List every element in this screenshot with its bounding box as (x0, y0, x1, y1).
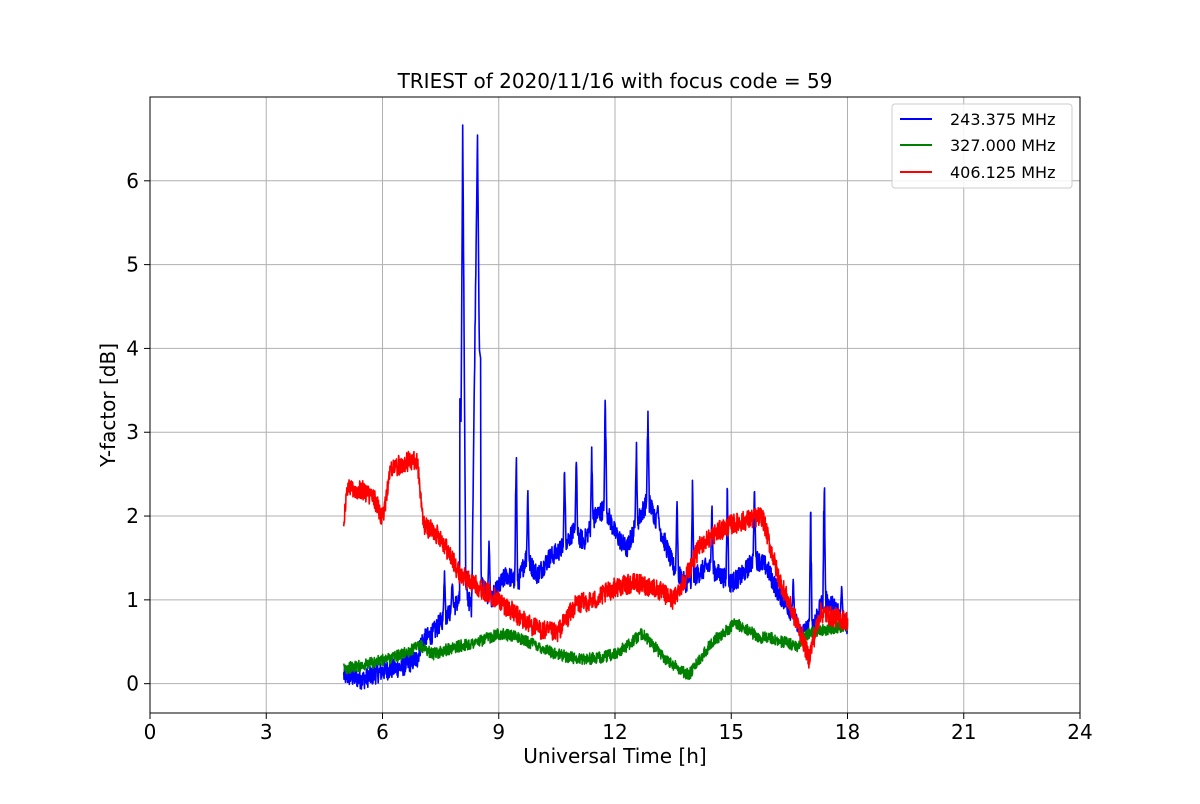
legend: 243.375 MHz 327.000 MHz 406.125 MHz (891, 103, 1073, 189)
series-line-243-375-mhz (342, 124, 849, 690)
x-tick-label: 6 (376, 720, 389, 744)
x-tick-label: 18 (835, 720, 860, 744)
legend-label-243mhz: 243.375 MHz (950, 110, 1055, 129)
y-tick-label: 2 (126, 504, 139, 528)
series-layer (342, 124, 849, 690)
series-line-406-125-mhz (342, 450, 849, 669)
y-tick-label: 3 (126, 420, 139, 444)
x-axis-label: Universal Time [h] (523, 744, 706, 768)
series-line-327-000-mhz (342, 618, 849, 680)
y-tick-label: 5 (126, 253, 139, 277)
x-tick-label: 9 (492, 720, 505, 744)
x-axis: 0 3 6 9 12 15 18 21 24 (144, 713, 1093, 744)
x-tick-label: 24 (1067, 720, 1092, 744)
y-tick-label: 4 (126, 336, 139, 360)
x-tick-label: 3 (260, 720, 273, 744)
y-axis-label: Y-factor [dB] (96, 343, 120, 468)
x-tick-label: 12 (602, 720, 627, 744)
legend-label-327mhz: 327.000 MHz (950, 136, 1055, 155)
legend-label-406mhz: 406.125 MHz (950, 163, 1055, 182)
x-tick-label: 0 (144, 720, 157, 744)
legend-box (891, 103, 1073, 189)
x-tick-label: 15 (719, 720, 744, 744)
y-axis: 0 1 2 3 4 5 6 (126, 169, 150, 696)
y-tick-label: 0 (126, 672, 139, 696)
x-tick-label: 21 (951, 720, 976, 744)
y-tick-label: 1 (126, 588, 139, 612)
chart-title: TRIEST of 2020/11/16 with focus code = 5… (397, 69, 833, 93)
y-tick-label: 6 (126, 169, 139, 193)
